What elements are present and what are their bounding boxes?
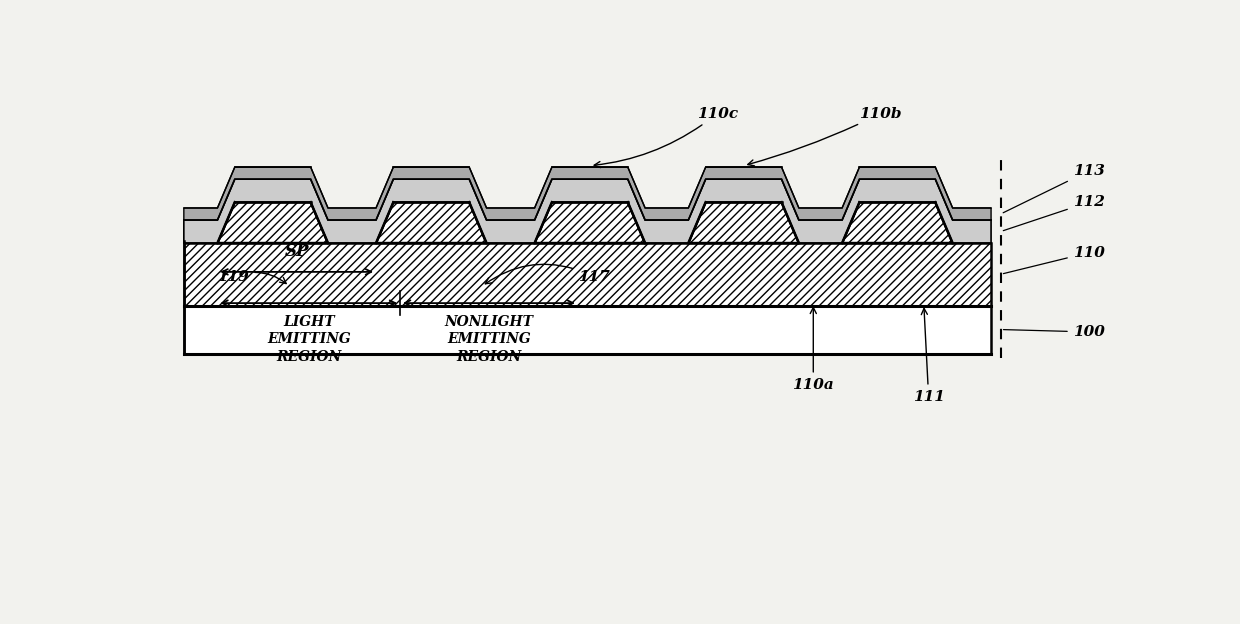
Text: SP: SP <box>284 243 309 260</box>
Text: 117: 117 <box>485 264 610 284</box>
Text: 110: 110 <box>1003 246 1105 273</box>
Text: 113: 113 <box>1003 164 1105 213</box>
Bar <box>184 306 991 354</box>
Text: LIGHT
EMITTING
REGION: LIGHT EMITTING REGION <box>267 315 351 364</box>
Polygon shape <box>842 202 952 243</box>
Polygon shape <box>376 202 486 243</box>
Text: 119: 119 <box>217 270 286 284</box>
Polygon shape <box>688 202 799 243</box>
Text: 111: 111 <box>913 308 945 404</box>
Polygon shape <box>217 202 327 243</box>
Text: 112: 112 <box>1003 195 1105 231</box>
Text: NONLIGHT
EMITTING
REGION: NONLIGHT EMITTING REGION <box>444 315 533 364</box>
Text: 110b: 110b <box>748 107 901 166</box>
Bar <box>184 243 991 306</box>
Text: 110a: 110a <box>792 308 835 392</box>
Polygon shape <box>184 179 991 243</box>
Text: 100: 100 <box>1003 325 1105 339</box>
Polygon shape <box>534 202 645 243</box>
Polygon shape <box>184 167 991 220</box>
Text: 110c: 110c <box>594 107 738 168</box>
